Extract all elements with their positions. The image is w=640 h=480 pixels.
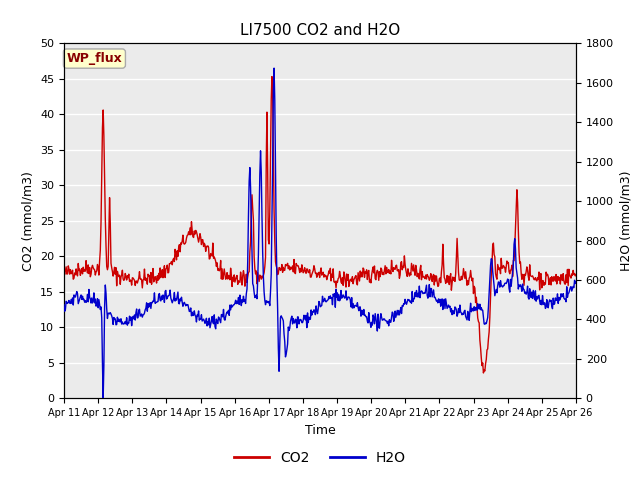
X-axis label: Time: Time (305, 424, 335, 437)
Title: LI7500 CO2 and H2O: LI7500 CO2 and H2O (240, 23, 400, 38)
Y-axis label: CO2 (mmol/m3): CO2 (mmol/m3) (22, 171, 35, 271)
Legend: CO2, H2O: CO2, H2O (228, 445, 412, 471)
Text: WP_flux: WP_flux (67, 52, 122, 65)
Y-axis label: H2O (mmol/m3): H2O (mmol/m3) (620, 170, 632, 271)
